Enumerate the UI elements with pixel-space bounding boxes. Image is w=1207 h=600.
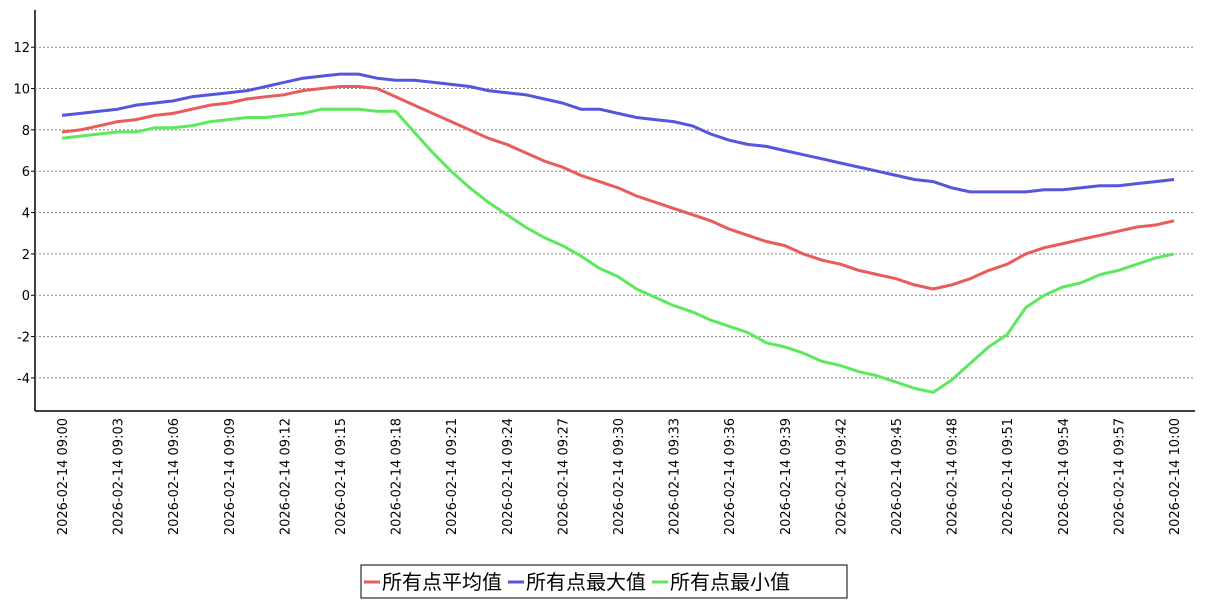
x-tick-label: 2026-02-14 09:51 (1001, 418, 1016, 535)
x-tick-label: 2026-02-14 09:57 (1112, 418, 1127, 535)
y-tick-label: 10 (13, 83, 30, 98)
legend-label: 所有点平均值 (382, 570, 502, 594)
x-tick-label: 2026-02-14 09:00 (56, 418, 71, 535)
x-tick-label: 2026-02-14 09:30 (612, 418, 627, 535)
x-tick-label: 2026-02-14 09:09 (223, 418, 238, 535)
series-line (61, 72, 1175, 194)
y-tick-label: 8 (22, 124, 30, 139)
x-tick-label: 2026-02-14 09:33 (668, 418, 683, 535)
x-tick-label: 2026-02-14 09:27 (556, 418, 571, 535)
x-tick-label: 2026-02-14 09:21 (445, 418, 460, 535)
y-tick-label: 4 (22, 207, 30, 222)
legend-label: 所有点最小值 (670, 570, 790, 594)
x-tick-label: 2026-02-14 09:24 (501, 418, 516, 535)
x-tick-label: 2026-02-14 09:06 (167, 418, 182, 535)
x-tick-label: 2026-02-14 09:03 (112, 418, 127, 535)
x-tick-label: 2026-02-14 09:54 (1057, 418, 1072, 535)
series-line (61, 85, 1175, 291)
series-line (61, 107, 1175, 394)
y-tick-label: -2 (17, 331, 30, 346)
x-tick-label: 2026-02-14 10:00 (1168, 418, 1183, 535)
legend-box (360, 564, 848, 599)
y-tick-label: 6 (22, 165, 30, 180)
x-tick-label: 2026-02-14 09:39 (779, 418, 794, 535)
x-tick-label: 2026-02-14 09:45 (890, 418, 905, 535)
x-tick-label: 2026-02-14 09:36 (723, 418, 738, 535)
y-tick-label: 0 (22, 289, 30, 304)
legend-label: 所有点最大值 (526, 570, 646, 594)
y-tick-label: -4 (17, 372, 30, 387)
x-tick-label: 2026-02-14 09:42 (834, 418, 849, 535)
x-tick-label: 2026-02-14 09:48 (946, 418, 961, 535)
x-tick-label: 2026-02-14 09:12 (278, 418, 293, 535)
x-tick-label: 2026-02-14 09:18 (390, 418, 405, 535)
x-tick-label: 2026-02-14 09:15 (334, 418, 349, 535)
y-tick-label: 2 (22, 248, 30, 263)
y-tick-label: 12 (13, 41, 30, 56)
